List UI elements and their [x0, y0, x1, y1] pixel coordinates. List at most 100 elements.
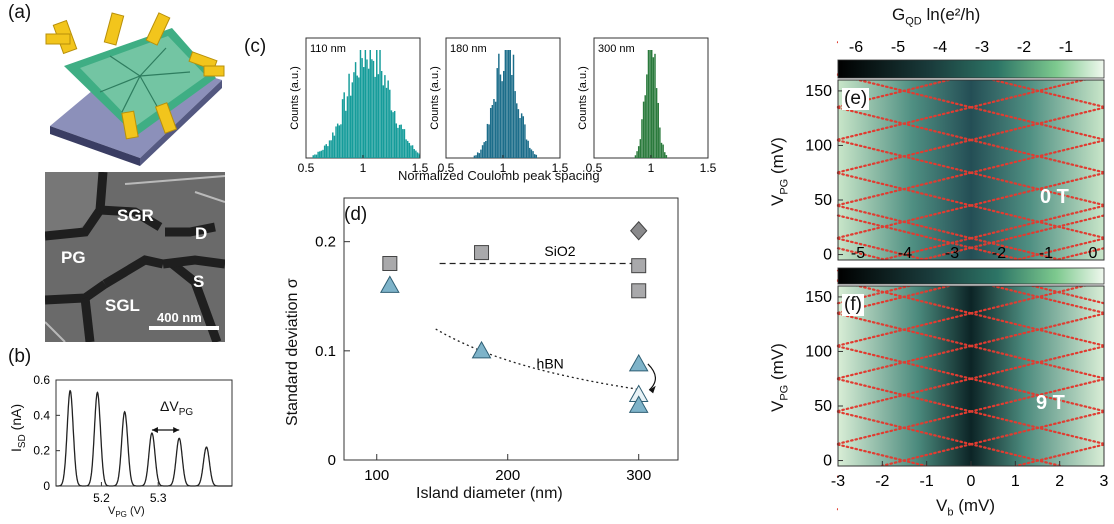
panel-d-chart: 100 200 300 0 0.1 0.2 SiO2 hBN: [315, 197, 679, 484]
panel-b-ylabel: ISD (nA): [8, 404, 28, 452]
panel-f-xlabel-sub: b: [947, 506, 954, 519]
diamond-edge: [836, 171, 973, 207]
sem-label-sgl: SGL: [105, 296, 140, 315]
histogram-bar: [390, 110, 393, 158]
histogram-bar: [341, 99, 344, 158]
histogram-bar: [377, 74, 380, 158]
histogram-ylabel: Counts (a.u.): [289, 66, 301, 130]
histogram-ylabel: Counts (a.u.): [429, 66, 441, 130]
panel-c-histograms: 110 nm 0.5 1 1.5 Counts (a.u.) 180 nm 0.5 1 1.5 C…: [289, 37, 717, 175]
diamond-edge: [836, 410, 973, 445]
histogram-xtick-label: 1.5: [552, 161, 569, 175]
panel-f-xlabel-unit: (mV): [958, 496, 996, 515]
histogram-bar: [511, 74, 513, 158]
delta-v-arrowhead-right: [173, 427, 180, 433]
histogram-bar: [519, 118, 521, 158]
histogram-bar: [320, 150, 323, 158]
histogram-label: 300 nm: [598, 43, 635, 55]
histogram-bar: [509, 50, 511, 158]
histogram-bar: [405, 139, 407, 158]
colorbar-mid-tick: -5: [851, 245, 865, 262]
histogram-bar: [397, 127, 399, 158]
ef-ytick-label: 100: [805, 137, 832, 154]
colorbar-top-tick: -5: [891, 39, 905, 56]
ef-xtick-label: 0: [967, 473, 976, 490]
histogram-bar: [654, 53, 656, 159]
histogram-bar: [489, 107, 492, 158]
panel-f-ylabel-unit: (mV): [768, 343, 787, 381]
histogram-bar: [322, 149, 324, 158]
histogram-bar: [410, 145, 412, 158]
panel-b-xtick-label: 5.3: [150, 491, 167, 505]
panel-d-xlabel: Island diameter (nm): [416, 485, 563, 502]
panel-d-xtick-label: 200: [495, 467, 520, 484]
histogram-bar: [512, 54, 515, 158]
ef-ytick-label: 0: [823, 247, 832, 264]
histogram-bar: [485, 141, 487, 158]
panel-b-curve-group: [56, 389, 232, 487]
histogram-bar: [345, 110, 347, 158]
histogram-bar: [499, 74, 502, 158]
ef-ytick-label: 50: [814, 192, 832, 209]
panel-e-map: [838, 80, 1104, 260]
diamond-edge: [836, 204, 973, 239]
panel-d-label: (d): [344, 204, 368, 225]
histogram-bar: [522, 116, 525, 158]
panel-b-ylabel-sub: SD: [16, 434, 28, 449]
ef-xtick-label: 1: [1011, 473, 1020, 490]
colorbar-top-tick: -2: [1017, 39, 1031, 56]
panel-b-ytick-label: 0.6: [33, 373, 50, 387]
diamond-marker: [630, 220, 648, 241]
histogram-bar: [353, 72, 355, 158]
histogram-bar: [488, 124, 490, 158]
histogram-bar: [356, 75, 358, 158]
sem-label-s: S: [193, 272, 205, 291]
ef-ytick-label: 150: [805, 83, 832, 100]
panel-b-ytick-label: 0.2: [33, 444, 50, 458]
histogram-bar: [363, 67, 365, 158]
colorbar-mid-bar: [837, 267, 1105, 285]
diamond-edge: [836, 344, 973, 380]
histogram-bar: [647, 50, 650, 158]
histogram-bar: [415, 150, 417, 158]
diamond-edge: [969, 410, 1106, 445]
histogram-bar: [660, 142, 663, 158]
panel-c-label: (c): [244, 36, 267, 57]
panel-b-ytick-label: 0: [43, 479, 50, 493]
histogram-bar: [529, 147, 531, 158]
panel-b-label: (b): [8, 346, 32, 367]
colorbar-top-tick: -3: [975, 39, 989, 56]
histogram-bar: [504, 50, 507, 158]
histogram-bar: [480, 149, 482, 158]
histogram-bar: [317, 151, 319, 158]
ef-xtick-label: -2: [875, 473, 889, 490]
diamond-edge: [836, 377, 973, 413]
histogram-bar: [535, 154, 538, 158]
histogram-bar: [475, 155, 477, 158]
histogram-bar: [314, 154, 316, 158]
colorbar-title-main: G: [892, 5, 906, 24]
colorbar-mid-tick: 0: [1089, 245, 1098, 262]
plot-mask: [1104, 28, 1114, 524]
histogram-bar: [403, 129, 406, 158]
plot-mask: [838, 466, 1104, 524]
panel-d-ytick-label: 0.1: [315, 343, 336, 360]
colorbar-title: GQD ln(e²/h): [892, 5, 980, 27]
histogram-bar: [514, 91, 516, 158]
histogram-bar: [493, 99, 495, 158]
histogram-bar: [389, 89, 391, 158]
histogram-bar: [644, 95, 646, 158]
colorbar-title-rest: ln(e²/h): [921, 5, 981, 24]
histogram-bar: [369, 50, 371, 158]
histogram-bar: [642, 101, 645, 158]
histogram-bar: [662, 144, 664, 158]
shift-arrowhead: [649, 385, 656, 394]
histogram-bar: [411, 145, 414, 158]
histogram-bar: [398, 124, 401, 158]
hbn-marker: [628, 395, 649, 413]
histogram-bar: [361, 58, 363, 158]
panel-b-ylabel-unit: (nA): [8, 403, 24, 431]
colorbar-mid-tick: -3: [945, 245, 959, 262]
histogram-bar: [664, 152, 666, 158]
